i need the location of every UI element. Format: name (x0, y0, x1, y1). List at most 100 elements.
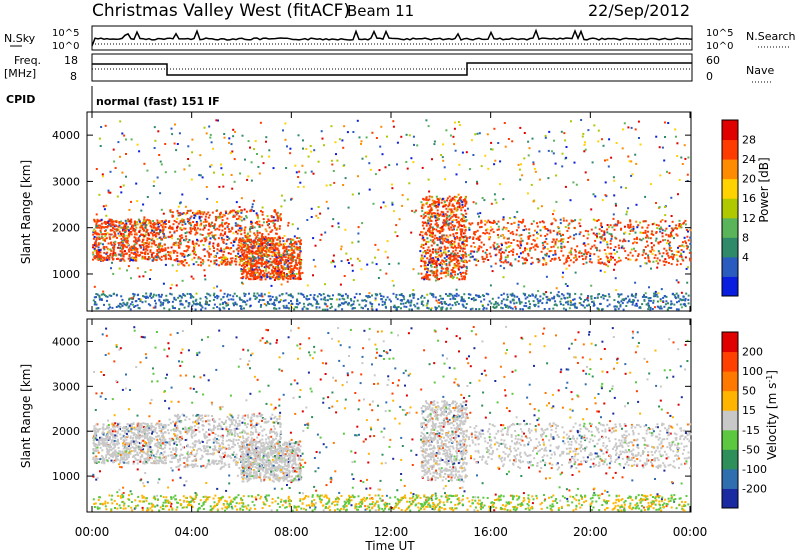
backscatter-cell (243, 307, 245, 309)
backscatter-cell (260, 306, 262, 308)
backscatter-cell (209, 225, 211, 227)
backscatter-cell (106, 259, 108, 261)
backscatter-cell (654, 257, 656, 259)
backscatter-cell (618, 296, 620, 298)
backscatter-cell (196, 239, 198, 241)
backscatter-cell (162, 229, 164, 231)
backscatter-cell (130, 308, 132, 310)
backscatter-cell (586, 298, 588, 300)
backscatter-cell (665, 300, 667, 302)
backscatter-cell (648, 257, 650, 259)
backscatter-cell (546, 276, 548, 278)
backscatter-cell (137, 252, 139, 254)
backscatter-cell (378, 304, 380, 306)
backscatter-cell (340, 248, 342, 250)
backscatter-cell (560, 219, 562, 221)
backscatter-cell (428, 246, 430, 248)
backscatter-cell (396, 294, 398, 296)
backscatter-cell (607, 299, 609, 301)
backscatter-cell (172, 305, 174, 307)
backscatter-cell (102, 243, 104, 245)
backscatter-cell (118, 305, 120, 307)
backscatter-cell (604, 262, 606, 264)
backscatter-cell (565, 226, 567, 228)
backscatter-cell (109, 192, 111, 194)
backscatter-cell (587, 230, 589, 232)
backscatter-cell (173, 242, 175, 244)
backscatter-cell (374, 257, 376, 259)
backscatter-cell (96, 225, 98, 227)
backscatter-cell (625, 187, 627, 189)
backscatter-cell (131, 301, 133, 303)
backscatter-cell (614, 259, 616, 261)
backscatter-cell (598, 130, 600, 132)
backscatter-cell (256, 230, 258, 232)
backscatter-cell (157, 222, 159, 224)
backscatter-cell (247, 248, 249, 250)
backscatter-cell (144, 258, 146, 260)
backscatter-cell (385, 205, 387, 207)
nave-label: Nave (746, 64, 774, 77)
backscatter-cell (475, 203, 477, 205)
backscatter-cell (655, 202, 657, 204)
backscatter-cell (662, 235, 664, 237)
backscatter-cell (99, 238, 101, 240)
backscatter-cell (430, 223, 432, 225)
backscatter-cell (607, 260, 609, 262)
backscatter-cell (400, 307, 402, 309)
backscatter-cell (212, 235, 214, 237)
backscatter-cell (648, 286, 650, 288)
backscatter-cell (396, 235, 398, 237)
backscatter-cell (603, 298, 605, 300)
backscatter-cell (678, 308, 680, 310)
backscatter-cell (516, 229, 518, 231)
backscatter-cell (571, 248, 573, 250)
backscatter-cell (103, 205, 105, 207)
backscatter-cell (532, 138, 534, 140)
backscatter-cell (503, 298, 505, 300)
backscatter-cell (579, 302, 581, 304)
backscatter-cell (176, 221, 178, 223)
backscatter-cell (210, 237, 212, 239)
backscatter-cell (672, 258, 674, 260)
backscatter-cell (548, 150, 550, 152)
backscatter-cell (593, 253, 595, 255)
backscatter-cell (584, 299, 586, 301)
backscatter-cell (473, 251, 475, 253)
backscatter-cell (276, 239, 278, 241)
backscatter-cell (676, 301, 678, 303)
backscatter-cell (482, 308, 484, 310)
backscatter-cell (245, 262, 247, 264)
backscatter-cell (504, 260, 506, 262)
backscatter-cell (105, 226, 107, 228)
backscatter-cell (496, 223, 498, 225)
backscatter-cell (249, 246, 251, 248)
backscatter-cell (290, 238, 292, 240)
backscatter-cell (106, 300, 108, 302)
backscatter-cell (575, 233, 577, 235)
backscatter-cell (666, 171, 668, 173)
backscatter-cell (601, 230, 603, 232)
backscatter-cell (487, 259, 489, 261)
backscatter-cell (253, 200, 255, 202)
backscatter-cell (154, 307, 156, 309)
backscatter-cell (601, 308, 603, 310)
backscatter-cell (200, 309, 202, 311)
backscatter-cell (159, 237, 161, 239)
backscatter-cell (440, 301, 442, 303)
backscatter-cell (196, 303, 198, 305)
backscatter-cell (424, 297, 426, 299)
backscatter-cell (545, 291, 547, 293)
backscatter-cell (101, 219, 103, 221)
backscatter-cell (129, 220, 131, 222)
backscatter-cell (274, 304, 276, 306)
backscatter-cell (463, 293, 465, 295)
backscatter-cell (608, 138, 610, 140)
backscatter-cell (477, 230, 479, 232)
backscatter-cell (249, 229, 251, 231)
backscatter-cell (235, 261, 237, 263)
backscatter-cell (498, 228, 500, 230)
backscatter-cell (555, 303, 557, 305)
backscatter-cell (172, 216, 174, 218)
backscatter-cell (664, 264, 666, 266)
